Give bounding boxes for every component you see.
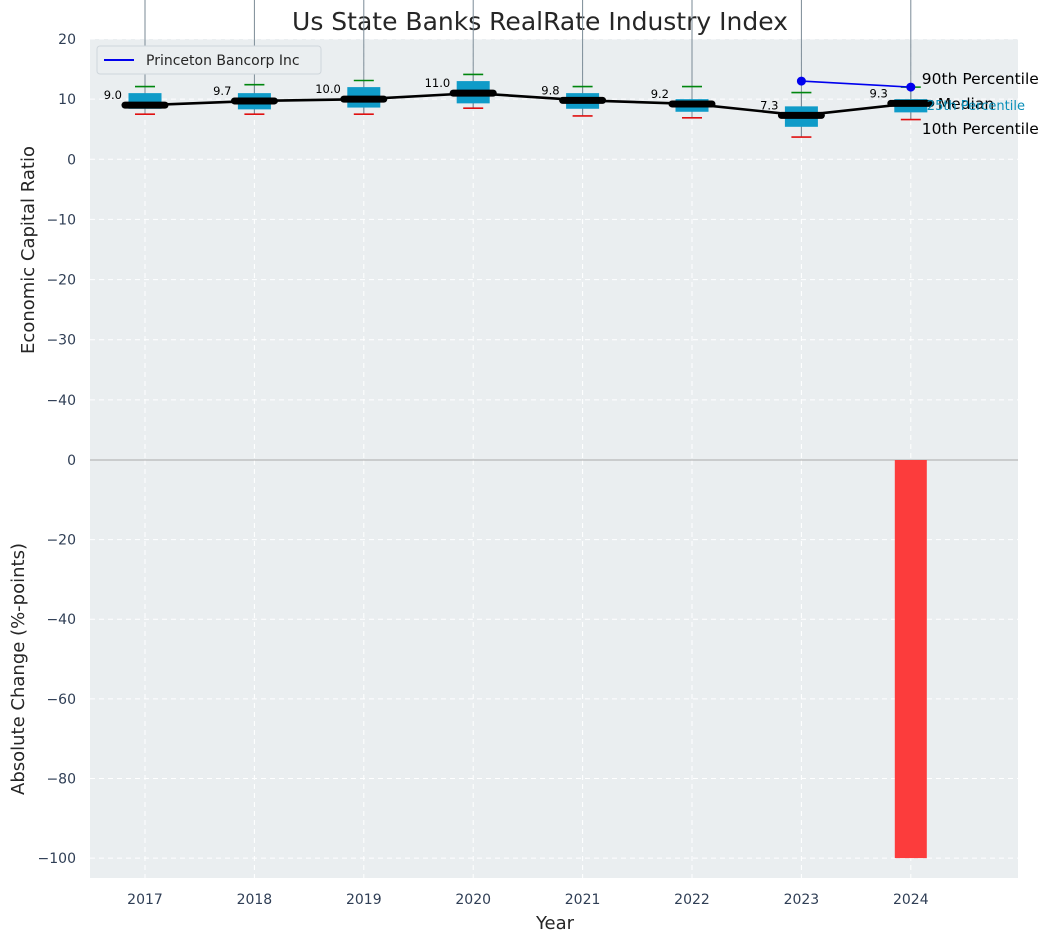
top-y-tick-label: 10 [58,92,76,108]
x-axis-label: Year [535,913,575,934]
legend: Princeton Bancorp Inc [96,45,322,75]
chart-title: Us State Banks RealRate Industry Index [292,7,788,36]
x-tick-label: 2018 [237,892,273,908]
company-series [796,76,916,92]
bottom-y-tick-label: −60 [46,692,76,708]
median-value-label: 9.0 [104,88,122,102]
median-value-label: 7.3 [760,98,778,112]
bottom-y-tick-label: −20 [46,533,76,549]
change-bars [894,460,927,859]
company-line [801,80,911,88]
bottom-y-ticks: 0 −20 −40 −60 −80 −100 [38,453,76,867]
median-value-label: 9.8 [541,83,559,97]
x-tick-label: 2023 [784,892,820,908]
top-y-tick-label: 0 [67,152,76,168]
x-tick-label: 2021 [565,892,601,908]
company-point [906,82,916,92]
top-y-axis-label: Economic Capital Ratio [18,146,39,354]
median-value-label: 10.0 [315,82,341,96]
top-y-tick-label: 20 [58,32,76,48]
x-tick-label: 2022 [674,892,710,908]
legend-box [96,45,322,75]
x-tick-label: 2024 [893,892,929,908]
x-tick-label: 2017 [127,892,163,908]
top-y-tick-label: −40 [46,393,76,409]
median-value-label: 9.2 [651,87,669,101]
legend-label: Princeton Bancorp Inc [146,53,300,69]
median-value-label: 11.0 [425,76,451,90]
bottom-y-tick-label: −80 [46,771,76,787]
p10-label: 10th Percentile [922,120,1039,138]
company-point [796,76,806,86]
top-y-ticks: 20 10 0 −10 −20 −30 −40 [46,32,76,409]
top-grid [90,38,1018,460]
x-ticks: 2017 2018 2019 2020 2021 2022 2023 2024 [127,892,929,908]
median-line [144,91,911,117]
x-tick-label: 2019 [346,892,382,908]
median-value-label: 9.7 [213,84,231,98]
top-panel: 20 10 0 −10 −20 −30 −40 9.0 9.7 10.0 11.0 9.8 9.2 7.… [46,0,1039,460]
median-value-label: 9.3 [870,86,888,100]
bottom-panel-background [90,460,1018,878]
bottom-y-tick-label: −40 [46,612,76,628]
bottom-y-tick-label: 0 [67,453,76,469]
median-line-group [144,91,911,117]
top-y-tick-label: −10 [46,212,76,228]
change-bar-2024 [894,460,927,859]
bottom-y-tick-label: −100 [38,851,76,867]
bottom-panel: 0−20−40−60−80−100 2017 2018 2019 2020 2021 20… [38,453,1018,908]
median-label: Median [938,95,994,113]
top-y-tick-label: −30 [46,333,76,349]
x-tick-label: 2020 [455,892,491,908]
p90-label: 90th Percentile [922,70,1039,88]
bottom-y-axis-label: Absolute Change (%-points) [8,543,29,795]
q1-label: 25th Percentile [927,99,1025,114]
top-y-tick-label: −20 [46,273,76,289]
